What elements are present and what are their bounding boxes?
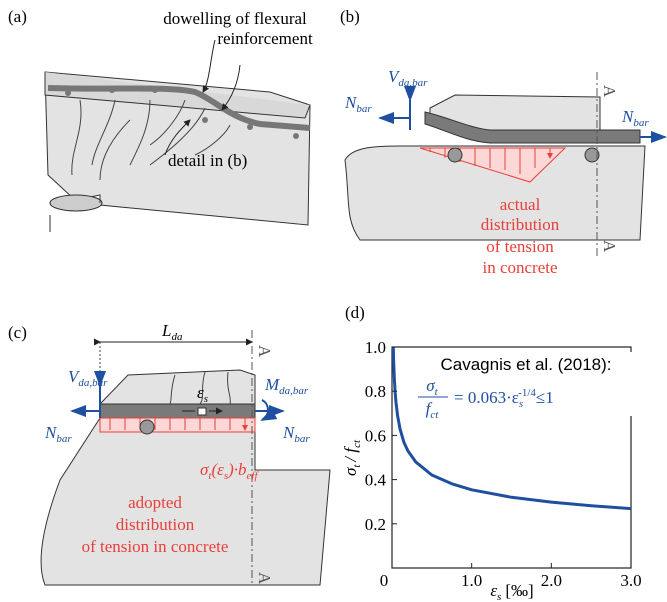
- section-label: A: [600, 240, 619, 253]
- caption: adopted: [128, 493, 182, 512]
- x-axis-label: εs[‰]: [490, 581, 533, 602]
- x-tick-label: 1.0: [461, 571, 482, 590]
- length-label: Lda: [161, 321, 183, 343]
- caption: of tension in concrete: [82, 537, 229, 556]
- section-label: A: [600, 85, 619, 98]
- y-tick-label: 0.8: [365, 382, 386, 401]
- force-label: Nbar: [621, 107, 649, 129]
- column: [50, 195, 102, 211]
- annotation: Cavagnis et al. (2018):: [440, 355, 611, 374]
- y-tick-label: 0.4: [365, 471, 387, 490]
- y-tick-label: 0.2: [365, 515, 386, 534]
- x-tick-label: 0: [380, 571, 389, 590]
- panel-c: (c) Lda εs Vda,bar Mda,bar Nbar Nbar A A…: [8, 321, 330, 585]
- caption: distribution: [481, 215, 560, 234]
- formula: = 0.063·εs-1/4≤1: [454, 387, 554, 410]
- shear-label: Vda,bar: [388, 67, 428, 89]
- force-label: Nbar: [44, 423, 72, 445]
- panel-label: (d): [345, 303, 365, 322]
- figure: (a) dowelling of flexural reinforcement …: [0, 0, 667, 602]
- force-label: Nbar: [282, 423, 310, 445]
- caption: actual: [500, 195, 541, 214]
- annotation: reinforcement: [217, 29, 313, 48]
- rebar: [100, 404, 255, 418]
- annotation: detail in (b): [168, 151, 247, 170]
- y-axis-label: σt/ fct: [341, 439, 363, 476]
- panel-d: (d) εs[‰] σt/ fct Cavagnis et al. (2018)…: [341, 303, 652, 602]
- panel-b: (b) Vda,bar Nbar Nbar A A actual distrib…: [340, 7, 665, 277]
- moment-label: Mda,bar: [264, 375, 309, 397]
- section-label: A: [255, 572, 274, 585]
- y-tick-label: 1.0: [365, 338, 386, 357]
- section-label: A: [255, 345, 274, 358]
- caption: in concrete: [482, 258, 557, 277]
- panel-label: (b): [340, 7, 360, 26]
- y-tick-label: 0.6: [365, 426, 386, 445]
- caption: distribution: [116, 515, 195, 534]
- shear-label: Vda,bar: [68, 367, 108, 389]
- panel-label: (c): [8, 323, 27, 342]
- x-tick-label: 2.0: [541, 571, 562, 590]
- panel-label: (a): [8, 7, 27, 26]
- caption: of tension: [486, 237, 554, 256]
- annotation: dowelling of flexural: [163, 9, 307, 28]
- force-label: Nbar: [344, 93, 372, 115]
- x-tick-label: 3.0: [620, 571, 641, 590]
- panel-a: (a) dowelling of flexural reinforcement …: [8, 7, 313, 232]
